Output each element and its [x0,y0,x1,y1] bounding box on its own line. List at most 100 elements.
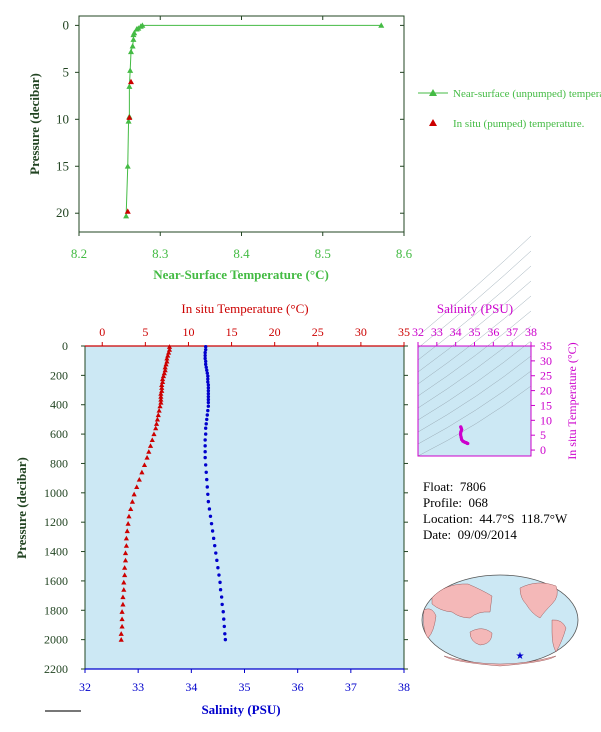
ts-plot-area [417,345,532,457]
pr-salinity-point [219,595,224,599]
pr-temperature-point [162,364,168,370]
pr-salinity-point [203,359,208,364]
ts-right-tick-label: 20 [540,384,552,398]
near-surface-xlabel: Near-Surface Temperature (°C) [153,267,329,282]
pr-ytick-label: 800 [50,456,68,470]
pr-temperature-point [124,528,130,534]
pr-top-tick-label: 10 [182,325,194,339]
pr-bottom-tick-label: 37 [345,680,357,694]
pr-ytick-label: 0 [62,339,68,353]
pr-salinity-point [205,413,209,417]
ts-top-tick-label: 32 [412,325,424,339]
map-land-north-america [519,582,558,619]
info-profile: Profile: 068 [423,495,488,510]
pr-salinity-point [206,380,210,384]
ns-ytick-label: 20 [56,205,69,220]
pr-salinity-point [218,580,222,585]
ns-point-in-situ [128,78,134,85]
pr-ytick-label: 200 [50,368,68,382]
pr-ytick-label: 2200 [44,662,68,676]
ts-top-tick-label: 38 [525,325,537,339]
pr-temperature-point [154,416,161,422]
ts-right-tick-label: 10 [540,413,552,427]
ns-point-near-surface [128,48,134,55]
pr-salinity-point [206,499,211,504]
ns-point-near-surface [378,22,385,28]
pr-temperature-point [163,361,169,367]
pr-temperature-point [149,437,155,443]
pr-temperature-point [159,388,165,393]
pr-temperature-point [119,623,125,629]
pr-salinity-point [203,444,207,448]
ns-xtick-label: 8.6 [396,246,413,261]
legend-marker-green [429,89,437,96]
pr-temperature-point [129,499,136,504]
ns-point-near-surface [127,67,134,73]
pr-temperature-point [121,579,127,585]
pr-salinity-point [213,543,217,548]
profile-plot-area [84,345,405,670]
ts-point [459,430,463,434]
pr-temperature-point [136,477,142,482]
pr-salinity-point [217,573,221,577]
pr-temperature-point [160,373,167,379]
pr-salinity-point [203,463,208,467]
footer-stamp [45,710,81,712]
pr-top-tick-label: 15 [226,325,238,339]
pr-salinity-point [203,356,207,361]
ns-ytick-label: 10 [56,111,69,126]
ns-point-near-surface [123,213,130,219]
ts-marks [458,425,470,446]
ns-point-in-situ [124,208,131,214]
ts-top-tick-label: 34 [450,325,462,339]
ts-top-tick-label: 36 [487,325,499,339]
ns-xtick-label: 8.3 [152,246,168,261]
pr-temperature-point [123,535,129,541]
map-land-africa [423,608,437,639]
ns-point-near-surface [133,26,140,32]
world-map: ★ [421,574,579,667]
pr-salinity-point [210,529,215,533]
map-land-australia [469,628,493,646]
profile-marks [118,344,228,642]
pr-salinity-point [203,345,208,349]
pr-temperature-point [161,370,167,376]
pr-temperature-point [141,462,148,468]
pr-salinity-point [206,389,211,393]
ts-density-contour [417,295,532,385]
pr-temperature-point [139,469,145,475]
near-surface-plot-frame [78,15,405,233]
pr-salinity-point [214,551,218,555]
profile-chart: 0200400600800100012001400160018002000220… [14,301,410,717]
pr-salinity-point [208,514,213,519]
pr-temperature-point [122,557,129,563]
near-surface-legend: Near-surface (unpumped) temperature. In … [418,88,601,130]
pr-temperature-point [119,609,125,614]
pr-temperature-point [144,454,150,460]
pr-salinity-point [206,408,210,413]
ts-density-contour [417,355,532,433]
pr-temperature-point [159,376,166,382]
pr-temperature-point [131,491,137,497]
ts-right-tick-label: 5 [540,428,546,442]
info-date: Date: 09/09/2014 [423,527,517,542]
pr-salinity-point [203,432,208,436]
pr-temperature-point [159,382,165,387]
ns-xtick-label: 8.4 [233,246,250,261]
pr-bottom-tick-label: 38 [398,680,410,694]
ts-density-contour [417,325,532,409]
pr-bottom-tick-label: 36 [292,680,304,694]
near-surface-ylabel: Pressure (decibar) [27,73,42,175]
ts-point [458,432,463,437]
ns-ytick-label: 5 [63,64,70,79]
ts-density-contour [417,370,532,445]
pr-temperature-point [125,521,131,526]
pr-salinity-point [204,422,208,426]
pr-salinity-point [206,397,211,402]
ts-density-contour [417,385,532,457]
pr-salinity-point [203,353,207,358]
pr-ytick-label: 1200 [44,515,68,529]
pr-salinity-point [207,507,212,511]
